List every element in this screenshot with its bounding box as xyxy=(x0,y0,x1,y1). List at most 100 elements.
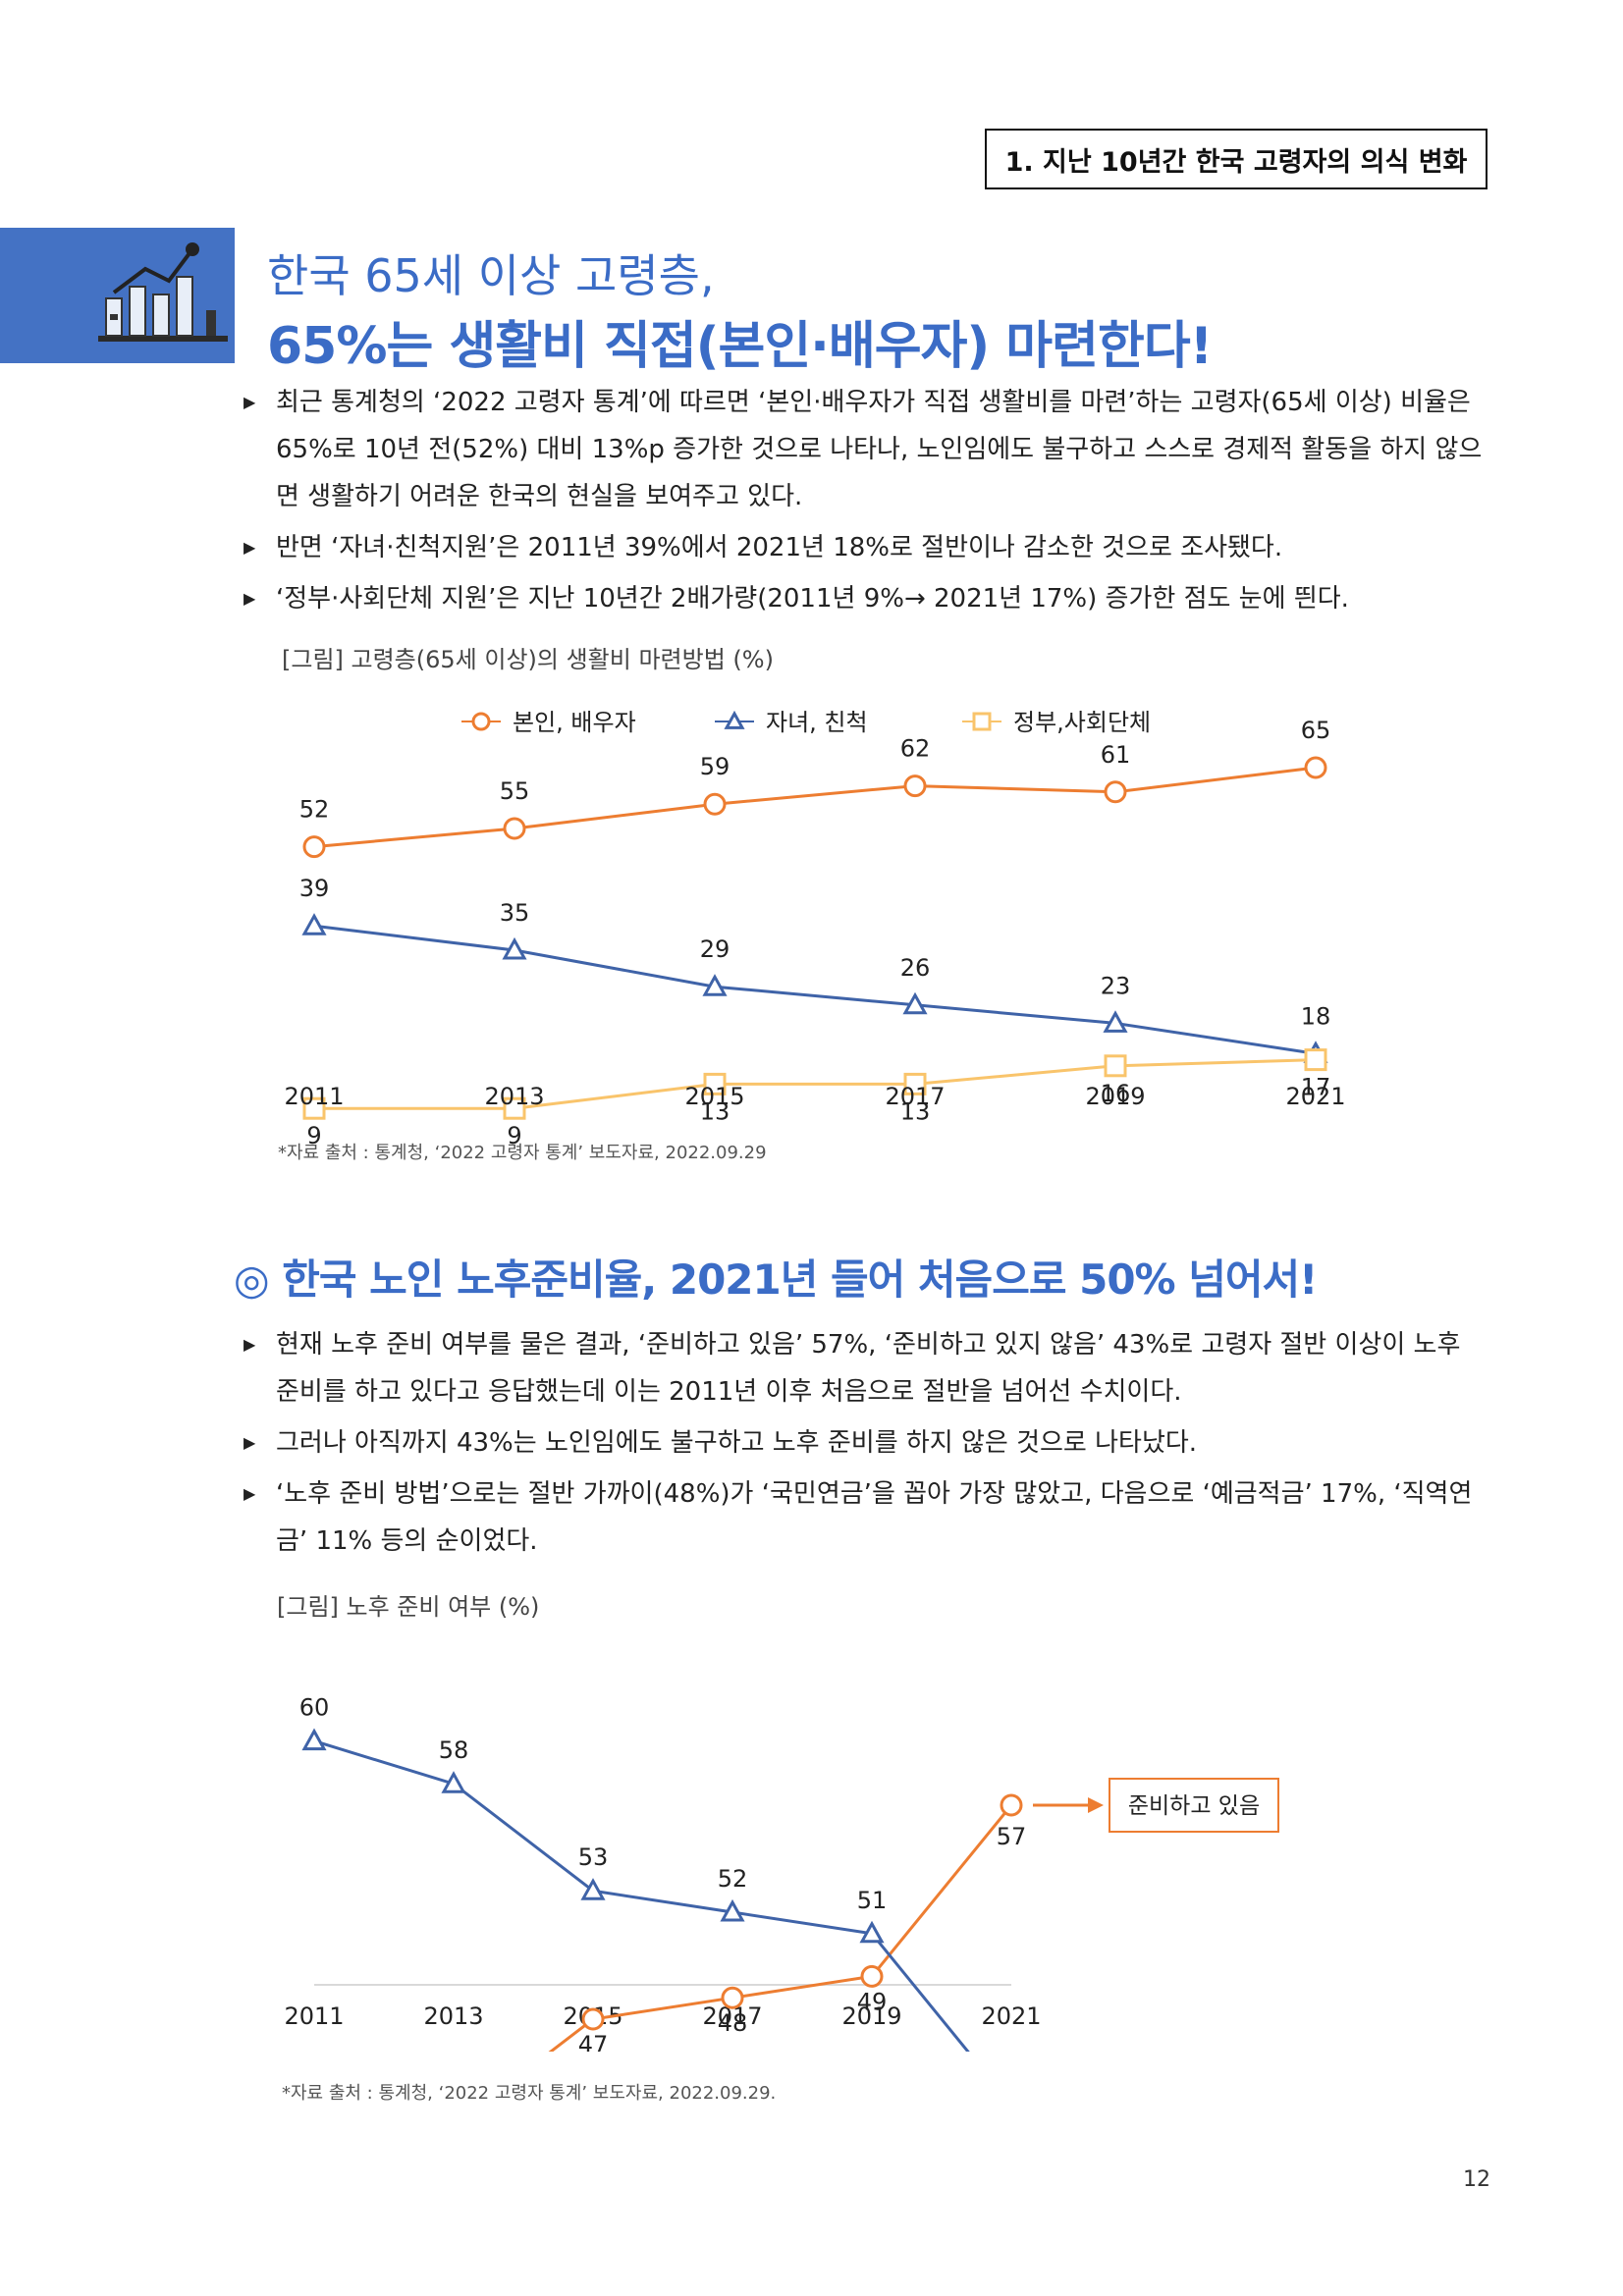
data-label: 52 xyxy=(299,796,330,824)
series-line xyxy=(548,1804,1013,2052)
data-point xyxy=(1304,1048,1327,1072)
data-point xyxy=(1000,1793,1023,1817)
data-label: 57 xyxy=(997,1823,1027,1850)
data-point xyxy=(859,1920,885,1944)
callout-arrow-head xyxy=(1088,1797,1104,1813)
data-point xyxy=(903,774,927,798)
data-point xyxy=(301,1728,327,1751)
data-point xyxy=(703,792,727,816)
bullet-item: ▶ 현재 노후 준비 여부를 물은 결과, ‘준비하고 있음’ 57%, ‘준비하… xyxy=(241,1321,1488,1415)
bullet-marker-icon: ▶ xyxy=(243,1433,256,1452)
x-tick-label: 2013 xyxy=(484,1083,544,1110)
summary-bullets: ▶ 최근 통계청의 ‘2022 고령자 통계’에 따르면 ‘본인·배우자가 직접 … xyxy=(241,379,1488,626)
data-point xyxy=(302,835,326,859)
bullet-marker-icon: ▶ xyxy=(243,393,256,411)
x-tick-label: 2021 xyxy=(1285,1083,1345,1110)
title-banner xyxy=(0,228,235,363)
bullet-text: ‘정부·사회단체 지원’은 지난 10년간 2배가량(2011년 9%→ 202… xyxy=(276,584,1349,614)
bullet-item: ▶ ‘노후 준비 방법’으로는 절반 가까이(48%)가 ‘국민연금’을 꼽아 가… xyxy=(241,1470,1488,1565)
bullet-marker-icon: ▶ xyxy=(243,1335,256,1354)
data-label: 9 xyxy=(507,1122,521,1149)
bullet-marker-icon: ▶ xyxy=(243,589,256,608)
data-point xyxy=(503,1096,526,1120)
data-label: 26 xyxy=(900,954,931,982)
data-label: 48 xyxy=(718,2009,748,2037)
section-label: 1. 지난 10년간 한국 고령자의 의식 변화 xyxy=(1004,146,1468,178)
data-label: 17 xyxy=(1301,1074,1331,1101)
data-point xyxy=(580,1878,606,1900)
chart1-caption: [그림] 고령층(65세 이상)의 생활비 마련방법 (%) xyxy=(282,646,774,673)
data-label: 13 xyxy=(900,1097,931,1125)
bullet-item: ▶ 그러나 아직까지 43%는 노인임에도 불구하고 노후 준비를 하지 않은 것… xyxy=(241,1419,1488,1467)
data-point xyxy=(301,913,327,935)
bullet-item: ▶ 최근 통계청의 ‘2022 고령자 통계’에 따르면 ‘본인·배우자가 직접 … xyxy=(241,379,1488,520)
retirement-prep-chart: 2011201320152017201920214042474849576058… xyxy=(284,1694,1279,2052)
data-label: 51 xyxy=(857,1887,888,1914)
pension-bullets: ▶ 현재 노후 준비 여부를 물은 결과, ‘준비하고 있음’ 57%, ‘준비하… xyxy=(241,1321,1488,1569)
x-tick-label: 2017 xyxy=(885,1083,945,1110)
bullet-text: 반면 ‘자녀·친척지원’은 2011년 39%에서 2021년 18%로 절반이… xyxy=(276,533,1283,562)
data-point xyxy=(1304,756,1327,779)
x-tick-label: 2011 xyxy=(284,2002,344,2030)
data-point xyxy=(702,974,728,996)
x-tick-label: 2019 xyxy=(1085,1083,1145,1110)
series-line xyxy=(313,766,1317,849)
data-point xyxy=(720,1898,745,1922)
data-label: 9 xyxy=(306,1122,321,1149)
legend-label: 자녀, 친척 xyxy=(766,709,868,736)
bullet-item: ▶ ‘정부·사회단체 지원’은 지난 10년간 2배가량(2011년 9%→ 20… xyxy=(241,575,1488,622)
chart2-source: *자료 출처 : 통계청, ‘2022 고령자 통계’ 보도자료, 2022.0… xyxy=(282,2083,777,2104)
data-point xyxy=(502,936,527,960)
series-line xyxy=(313,1739,970,2052)
data-label: 55 xyxy=(500,777,530,805)
data-label: 29 xyxy=(700,935,730,963)
series-line xyxy=(314,1058,1317,1110)
data-label: 59 xyxy=(700,753,730,780)
bullet-text: 그러나 아직까지 43%는 노인임에도 불구하고 노후 준비를 하지 않은 것으… xyxy=(276,1428,1198,1458)
main-title-line2: 65%는 생활비 직접(본인·배우자) 마련한다! xyxy=(267,317,1213,376)
bullet-item: ▶ 반면 ‘자녀·친척지원’은 2011년 39%에서 2021년 18%로 절반… xyxy=(241,524,1488,571)
legend-label: 정부,사회단체 xyxy=(1013,709,1151,736)
growth-chart-icon xyxy=(98,242,228,342)
data-label: 52 xyxy=(718,1865,748,1893)
data-label: 53 xyxy=(578,1843,609,1871)
bullet-marker-icon: ▶ xyxy=(243,538,256,557)
x-tick-label: 2013 xyxy=(423,2002,483,2030)
data-point xyxy=(903,1072,927,1095)
bullet-text: 최근 통계청의 ‘2022 고령자 통계’에 따르면 ‘본인·배우자가 직접 생… xyxy=(276,388,1483,511)
callout-label: 준비하고 있음 xyxy=(1128,1793,1260,1819)
data-point xyxy=(1104,1054,1127,1078)
callout-box xyxy=(1109,1778,1279,1833)
data-point xyxy=(703,1072,727,1095)
legend-label: 본인, 배우자 xyxy=(513,709,636,736)
data-label: 13 xyxy=(700,1097,730,1125)
data-label: 60 xyxy=(299,1694,330,1722)
bullet-text: 현재 노후 준비 여부를 물은 결과, ‘준비하고 있음’ 57%, ‘준비하고… xyxy=(276,1330,1461,1407)
data-label: 39 xyxy=(299,875,330,902)
section-heading-2: ◎ 한국 노인 노후준비율, 2021년 들어 처음으로 50% 넘어서! xyxy=(234,1255,1318,1304)
data-label: 23 xyxy=(1101,972,1131,999)
legend-marker-triangle xyxy=(724,710,745,729)
data-point xyxy=(1103,1010,1128,1033)
legend-marker-square xyxy=(972,712,992,731)
data-point xyxy=(1104,780,1127,804)
data-point xyxy=(503,817,526,840)
section-label-box: 1. 지난 10년간 한국 고령자의 의식 변화 xyxy=(985,129,1488,189)
data-point xyxy=(860,1964,884,1988)
data-label: 61 xyxy=(1101,741,1131,769)
page-number: 12 xyxy=(1463,2167,1490,2192)
data-label: 49 xyxy=(857,1988,888,2015)
data-point xyxy=(302,1096,326,1120)
data-label: 65 xyxy=(1301,717,1331,744)
living-cost-chart: 본인, 배우자 자녀, 친척 정부,사회단체 52 55 59 62 61 65 39 35 29 26… xyxy=(284,709,1345,1149)
data-point xyxy=(581,2007,605,2031)
legend-marker-circle xyxy=(471,712,491,731)
bullet-marker-icon: ▶ xyxy=(243,1484,256,1503)
x-tick-label: 2011 xyxy=(284,1083,344,1110)
x-tick-label: 2019 xyxy=(841,2002,901,2030)
data-point xyxy=(441,1771,466,1793)
data-label: 16 xyxy=(1101,1080,1131,1107)
data-point xyxy=(902,991,928,1015)
x-tick-label: 2021 xyxy=(981,2002,1041,2030)
series-line xyxy=(313,924,1317,1055)
